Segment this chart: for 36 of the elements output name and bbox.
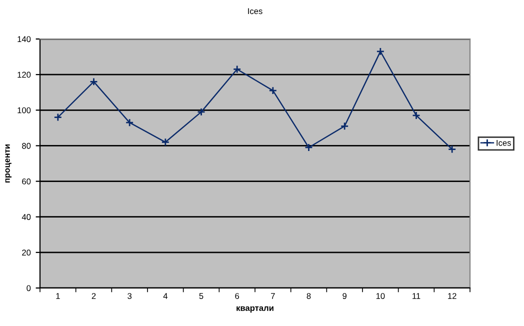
point [197, 108, 206, 116]
y-tick-label: 60 [22, 178, 31, 184]
y-tick-label: 80 [22, 142, 31, 149]
point [90, 78, 98, 86]
point [161, 138, 170, 146]
point [125, 118, 134, 127]
x-tick-label: 9 [342, 293, 347, 299]
x-tick-label: 12 [448, 293, 456, 299]
point [54, 113, 62, 122]
point [448, 145, 456, 154]
point [268, 86, 278, 95]
point [376, 47, 385, 56]
y-tick-label: 40 [22, 214, 31, 220]
x-tick-label: 10 [376, 293, 385, 299]
x-tick-label: 8 [306, 293, 311, 299]
x-axis-title: квартали [236, 306, 274, 313]
x-tick-label: 7 [271, 293, 275, 299]
x-tick-label: 3 [128, 293, 132, 299]
legend-label: Ices [496, 140, 511, 146]
x-tick-label: 5 [199, 293, 204, 299]
y-axis-title: проценти [5, 144, 12, 183]
y-tick-label: 140 [18, 36, 31, 42]
point [340, 122, 349, 130]
x-tick-label: 2 [92, 293, 96, 299]
x-tick-label: 4 [163, 293, 168, 299]
y-tick-label: 20 [22, 250, 31, 256]
point [304, 143, 313, 152]
y-tick-label: 120 [18, 72, 31, 78]
chart-title: Ices [248, 8, 262, 14]
y-tick-label: 0 [26, 285, 31, 292]
x-tick-label: 1 [56, 293, 60, 299]
x-tick-label: 6 [235, 293, 240, 299]
point [412, 111, 420, 120]
x-tick-label: 11 [412, 293, 420, 299]
point [232, 65, 242, 74]
y-tick-label: 100 [18, 107, 31, 114]
